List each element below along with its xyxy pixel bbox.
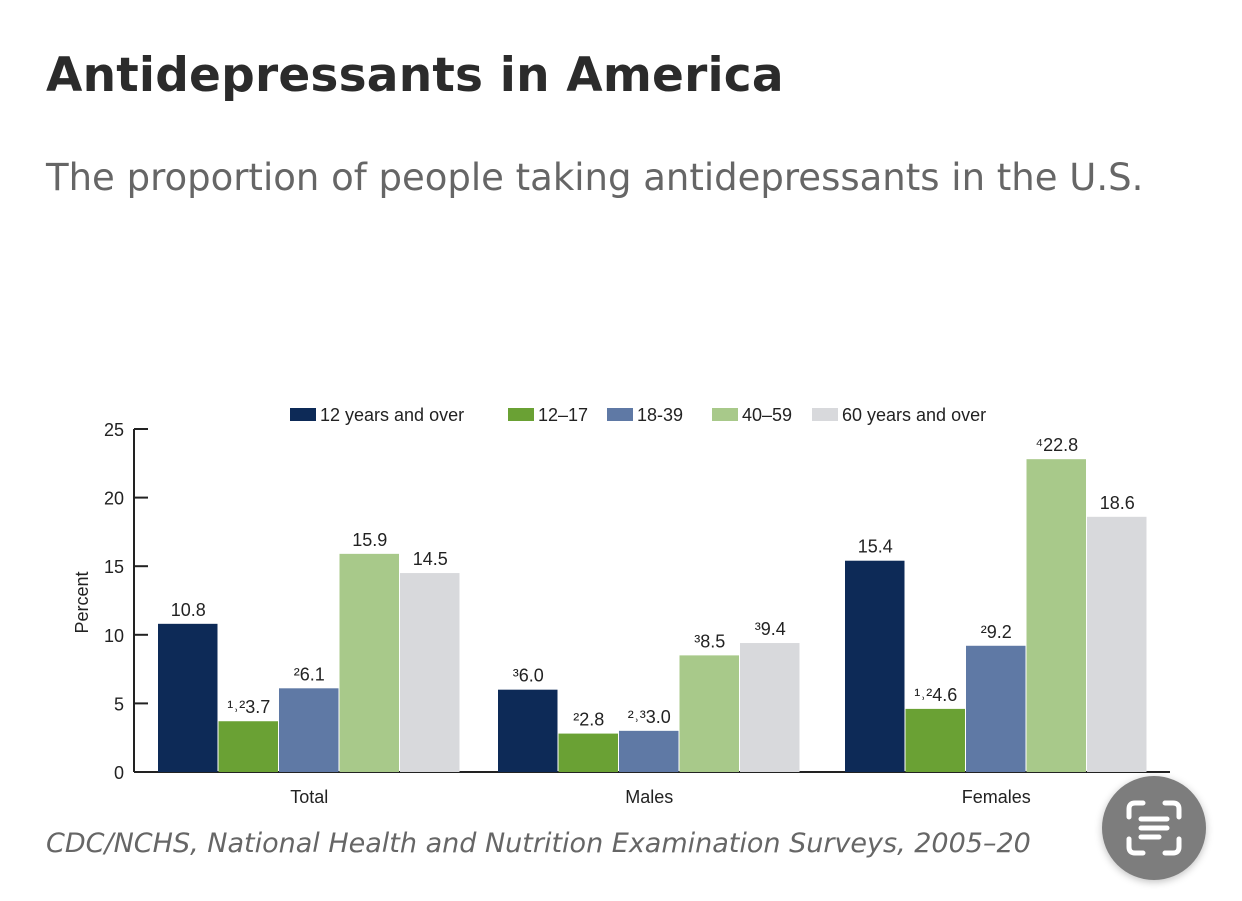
source-caption: CDC/NCHS, National Health and Nutrition …	[46, 828, 1031, 859]
bar-females-5	[1087, 516, 1147, 772]
text-scan-icon	[1126, 800, 1182, 856]
bar-total-2	[218, 721, 278, 772]
bar-total-5	[400, 573, 460, 772]
legend-label: 18-39	[637, 405, 683, 425]
bar-value-label: 18.6	[1100, 493, 1135, 513]
y-tick-label: 10	[104, 626, 124, 646]
x-tick-label: Males	[625, 787, 673, 807]
page-subtitle: The proportion of people taking antidepr…	[46, 156, 1144, 199]
bar-value-label: 15.4	[858, 537, 893, 557]
bar-males-1	[498, 689, 558, 772]
legend-swatch	[290, 408, 316, 421]
bar-females-3	[966, 645, 1026, 772]
legend-label: 40–59	[742, 405, 792, 425]
bar-total-3	[279, 688, 339, 772]
bar-females-1	[845, 560, 905, 772]
legend-label: 12 years and over	[320, 405, 464, 425]
bar-value-label: ³6.0	[513, 666, 544, 686]
bar-total-1	[158, 623, 218, 772]
bar-value-label: ²9.2	[981, 622, 1012, 642]
bar-males-3	[619, 730, 679, 772]
legend-swatch	[812, 408, 838, 421]
bar-value-label: ³9.4	[755, 619, 786, 639]
y-tick-label: 15	[104, 557, 124, 577]
bar-value-label: 10.8	[171, 600, 206, 620]
bar-value-label: ¹˒²4.6	[914, 685, 957, 705]
bar-value-label: ²6.1	[294, 664, 325, 684]
y-axis-label: Percent	[72, 571, 92, 633]
bar-value-label: ²˒³3.0	[628, 707, 671, 727]
legend-label: 60 years and over	[842, 405, 986, 425]
bar-males-5	[740, 643, 800, 772]
bar-value-label: ²2.8	[573, 710, 604, 730]
y-tick-label: 5	[114, 694, 124, 714]
x-tick-label: Total	[290, 787, 328, 807]
bar-males-4	[679, 655, 739, 772]
bar-total-4	[339, 553, 399, 772]
bar-chart: 0 5 10 15 20 25 Percent 10.8 ¹˒²3.7 ²6.1 15.9 14.5 T…	[72, 405, 1170, 807]
bar-value-label: 15.9	[352, 530, 387, 550]
x-tick-label: Females	[962, 787, 1031, 807]
bar-value-label: ¹˒²3.7	[227, 697, 270, 717]
bar-females-2	[905, 708, 965, 772]
y-tick-label: 20	[104, 489, 124, 509]
bar-value-label: ³8.5	[694, 631, 725, 651]
bar-value-label: 14.5	[413, 549, 448, 569]
legend-swatch	[508, 408, 534, 421]
y-tick-label: 25	[104, 420, 124, 440]
text-scan-button[interactable]	[1102, 776, 1206, 880]
page-title: Antidepressants in America	[46, 48, 784, 103]
legend-label: 12–17	[538, 405, 588, 425]
bar-value-label: ⁴22.8	[1035, 435, 1078, 455]
legend-swatch	[712, 408, 738, 421]
legend-swatch	[607, 408, 633, 421]
y-tick-label: 0	[114, 763, 124, 783]
bar-males-2	[558, 733, 618, 772]
bar-females-4	[1026, 459, 1086, 772]
